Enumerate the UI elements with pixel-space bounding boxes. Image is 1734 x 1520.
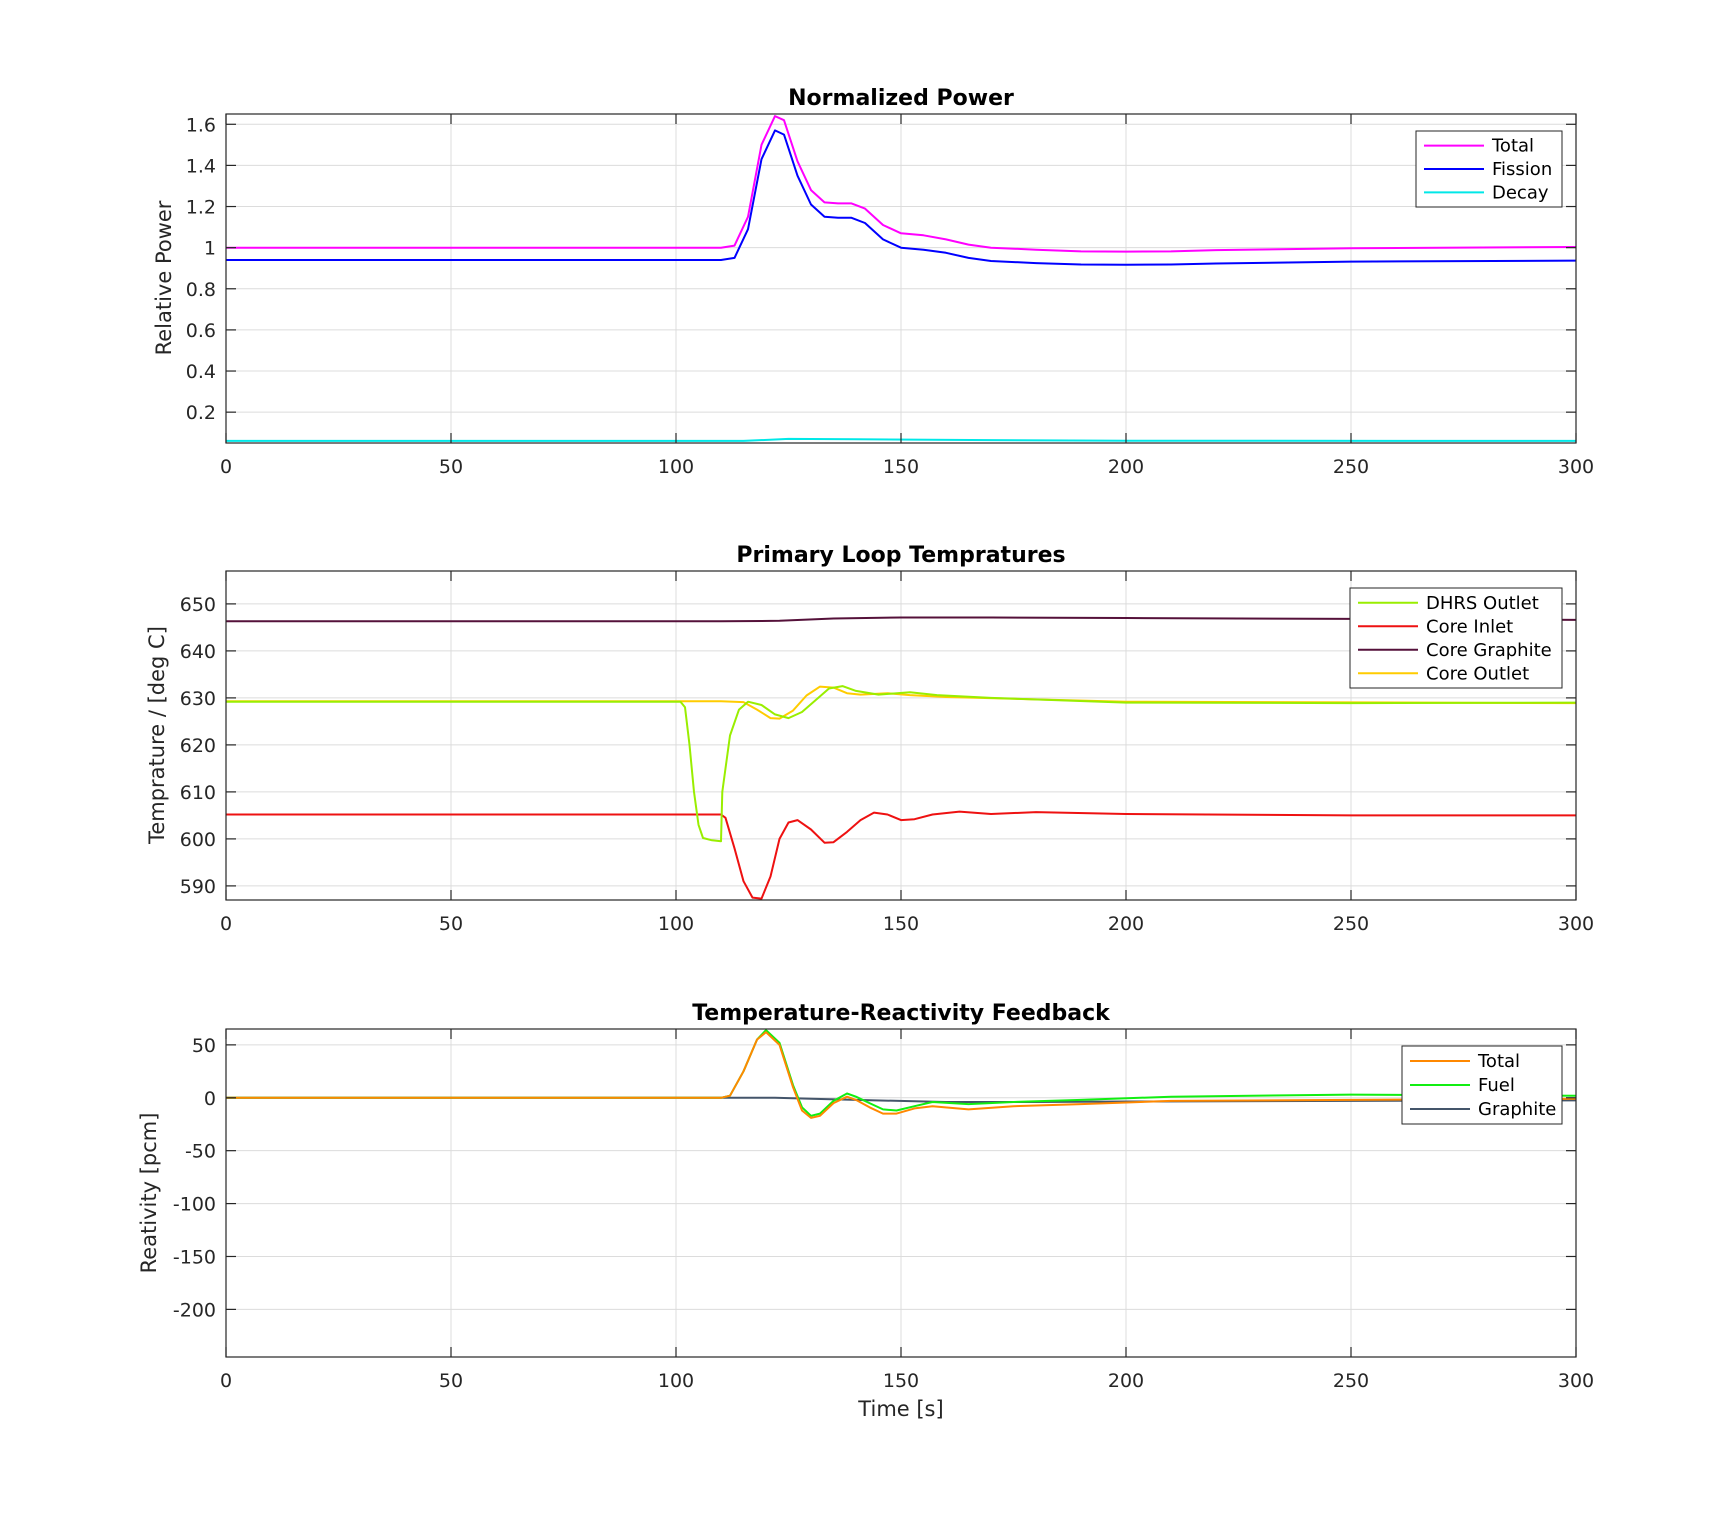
y-axis-label: Reativity [pcm] <box>137 1113 161 1274</box>
y-tick-label: 0.6 <box>186 320 216 342</box>
y-tick-label: 0.4 <box>186 361 216 383</box>
subplot-primary-loop-temperatures: 0 50 100 150 200 250 300590600610620630640650 … <box>145 543 1594 935</box>
series-line-core-graphite <box>226 616 1576 623</box>
legend-label-decay: Decay <box>1492 182 1549 203</box>
y-tick-label: 590 <box>180 876 216 898</box>
y-tick-label: 1.4 <box>186 155 216 177</box>
series-line-total <box>226 115 1576 253</box>
legend-label-graphite: Graphite <box>1478 1099 1556 1120</box>
x-tick-label: 300 <box>1558 456 1594 478</box>
y-axis-label: Relative Power <box>152 200 176 355</box>
x-tick-label: 0 <box>220 1370 232 1392</box>
legend-label-fission: Fission <box>1492 159 1552 180</box>
x-tick-label: 300 <box>1558 1370 1594 1392</box>
legend-box <box>1349 587 1563 689</box>
x-tick-label: 0 <box>220 913 232 935</box>
y-tick-label: 0 <box>204 1088 216 1110</box>
y-tick-label: 610 <box>180 782 216 804</box>
x-tick-label: 250 <box>1333 456 1369 478</box>
legend-label-fuel: Fuel <box>1478 1075 1515 1096</box>
y-tick-label: -50 <box>185 1141 216 1163</box>
y-tick-label: 50 <box>192 1035 216 1057</box>
legend-label-total: Total <box>1491 136 1534 157</box>
x-tick-label: 100 <box>658 913 694 935</box>
x-tick-label: 200 <box>1108 913 1144 935</box>
subplot-temperature-reactivity: 0 50 100 150 200 250 300 -200 -150 -100 -50 0 50 Tem… <box>137 1001 1594 1421</box>
legend-label-core-graphite: Core Graphite <box>1426 640 1552 661</box>
x-tick-label: 0 <box>220 456 232 478</box>
x-tick-label: 200 <box>1108 456 1144 478</box>
series-line-core-inlet <box>226 810 1576 900</box>
y-tick-label: 1.2 <box>186 197 216 219</box>
y-tick-label: -150 <box>173 1246 216 1268</box>
x-tick-label: 250 <box>1333 1370 1369 1392</box>
legend-label-total: Total <box>1477 1051 1520 1072</box>
series-line-fission <box>226 129 1576 266</box>
x-tick-label: 100 <box>658 1370 694 1392</box>
x-tick-label: 100 <box>658 456 694 478</box>
x-tick-label: 150 <box>883 913 919 935</box>
chart-title: Primary Loop Tempratures <box>736 543 1065 568</box>
y-tick-label: -100 <box>173 1194 216 1216</box>
x-tick-label: 50 <box>439 913 463 935</box>
y-tick-label: 1 <box>204 238 216 260</box>
x-tick-label: 50 <box>439 1370 463 1392</box>
y-tick-label: 0.8 <box>186 279 216 301</box>
y-tick-label: -200 <box>173 1299 216 1321</box>
subplot-normalized-power: 0 50 100 150 200 250 300 0.2 0.4 0.6 0.8 1 1.2 1.4 1.6… <box>152 86 1594 478</box>
y-axis-label: Temprature / [deg C] <box>145 626 169 845</box>
x-tick-label: 150 <box>883 456 919 478</box>
x-axis-label: Time [s] <box>857 1397 943 1421</box>
y-tick-label: 1.6 <box>186 114 216 136</box>
y-tick-label: 600 <box>180 829 216 851</box>
legend-label-core-outlet: Core Outlet <box>1426 663 1529 684</box>
series-line-dhrs-outlet <box>226 685 1576 843</box>
y-tick-label: 640 <box>180 641 216 663</box>
chart-title: Temperature-Reactivity Feedback <box>692 1001 1111 1026</box>
legend-label-core-inlet: Core Inlet <box>1426 616 1513 637</box>
y-tick-label: 620 <box>180 735 216 757</box>
x-tick-label: 150 <box>883 1370 919 1392</box>
legend-label-dhrs-outlet: DHRS Outlet <box>1426 593 1539 614</box>
x-tick-label: 200 <box>1108 1370 1144 1392</box>
series-line-total <box>226 1031 1576 1119</box>
x-tick-label: 250 <box>1333 913 1369 935</box>
y-tick-label: 650 <box>180 594 216 616</box>
series-line-core-outlet <box>226 685 1576 720</box>
y-tick-label: 0.2 <box>186 402 216 424</box>
x-tick-label: 50 <box>439 456 463 478</box>
x-tick-label: 300 <box>1558 913 1594 935</box>
y-tick-label: 630 <box>180 688 216 710</box>
chart-title: Normalized Power <box>788 86 1014 111</box>
